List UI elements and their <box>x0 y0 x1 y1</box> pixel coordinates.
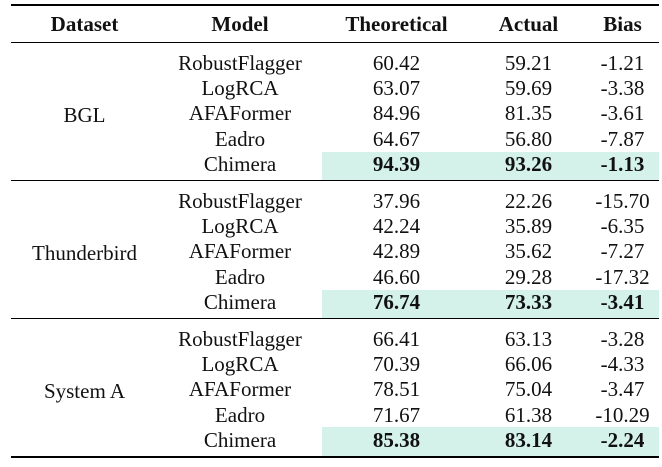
model-cell: AFAFormer <box>188 239 292 264</box>
table-row: Thunderbird RobustFlagger 37.96 22.26 -1… <box>11 180 659 264</box>
bias-cell: -7.87 <box>600 126 645 151</box>
header-actual: Actual <box>498 11 559 36</box>
actual-cell: 29.28 <box>504 264 553 289</box>
theoretical-cell: 78.51 <box>372 377 421 402</box>
bias-cell-best: -2.24 <box>586 427 659 457</box>
table-header: Dataset Model Theoretical Actual Bias <box>11 5 659 43</box>
dataset-label: BGL <box>63 102 106 127</box>
bias-cell: -3.38 <box>600 76 645 101</box>
theoretical-cell: 63.07 <box>372 76 421 101</box>
bias-cell: -6.35 <box>600 214 645 239</box>
bias-cell: -3.28 <box>600 326 645 351</box>
bias-cell-best: -3.41 <box>586 289 659 319</box>
theoretical-cell: 70.39 <box>372 351 421 376</box>
actual-cell: 81.35 <box>504 101 553 126</box>
table-row-highlight: Chimera 76.74 73.33 -3.41 <box>11 289 659 319</box>
header-dataset: Dataset <box>50 11 119 36</box>
model-cell: RobustFlagger <box>178 326 302 351</box>
theoretical-cell: 60.42 <box>372 50 421 75</box>
actual-cell: 59.69 <box>504 76 553 101</box>
actual-cell: 56.80 <box>504 126 553 151</box>
bias-cell: -15.70 <box>595 188 650 213</box>
bias-cell: -3.47 <box>600 377 645 402</box>
model-cell: Chimera <box>203 428 277 453</box>
table-row: Eadro 64.67 56.80 -7.87 <box>11 126 659 151</box>
model-cell: LogRCA <box>201 214 279 239</box>
table-row: LogRCA 63.07 59.69 -3.38 <box>11 75 659 100</box>
theoretical-cell: 42.89 <box>372 239 421 264</box>
table-row: AFAFormer 78.51 75.04 -3.47 <box>11 377 659 402</box>
theoretical-cell: 66.41 <box>372 326 421 351</box>
model-cell: Eadro <box>214 402 266 427</box>
table-row-highlight: Chimera 85.38 83.14 -2.24 <box>11 427 659 457</box>
model-cell: Eadro <box>214 126 266 151</box>
theoretical-cell: 71.67 <box>372 402 421 427</box>
header-bias: Bias <box>603 11 642 36</box>
header-model: Model <box>211 11 269 36</box>
table-row: Eadro 46.60 29.28 -17.32 <box>11 264 659 289</box>
theoretical-cell-best: 94.39 <box>322 151 471 181</box>
bias-cell: -7.27 <box>600 239 645 264</box>
model-cell: Chimera <box>203 152 277 177</box>
model-cell: RobustFlagger <box>178 188 302 213</box>
bias-cell: -10.29 <box>595 402 650 427</box>
results-table: Dataset Model Theoretical Actual Bias BG… <box>11 4 659 458</box>
header-theoretical: Theoretical <box>345 11 448 36</box>
theoretical-cell: 46.60 <box>372 264 421 289</box>
model-cell: RobustFlagger <box>178 50 302 75</box>
group-system-a: System A RobustFlagger 66.41 63.13 -3.28… <box>11 318 659 457</box>
table-row: LogRCA 70.39 66.06 -4.33 <box>11 351 659 376</box>
dataset-label: System A <box>43 378 126 403</box>
table-row-highlight: Chimera 94.39 93.26 -1.13 <box>11 151 659 181</box>
actual-cell: 35.62 <box>504 239 553 264</box>
table-row: LogRCA 42.24 35.89 -6.35 <box>11 213 659 238</box>
theoretical-cell-best: 85.38 <box>322 427 471 457</box>
actual-cell-best: 83.14 <box>471 427 586 457</box>
bias-cell: -17.32 <box>595 264 650 289</box>
actual-cell: 75.04 <box>504 377 553 402</box>
bias-cell: -4.33 <box>600 351 645 376</box>
theoretical-cell-best: 76.74 <box>322 289 471 319</box>
dataset-label: Thunderbird <box>32 240 137 265</box>
table-row: System A RobustFlagger 66.41 63.13 -3.28 <box>11 318 659 402</box>
model-cell: AFAFormer <box>188 377 292 402</box>
bias-cell: -3.61 <box>600 101 645 126</box>
theoretical-cell: 84.96 <box>372 101 421 126</box>
model-cell: AFAFormer <box>188 101 292 126</box>
actual-cell: 61.38 <box>504 402 553 427</box>
model-cell: LogRCA <box>201 76 279 101</box>
theoretical-cell: 37.96 <box>372 188 421 213</box>
theoretical-cell: 64.67 <box>372 126 421 151</box>
actual-cell: 22.26 <box>504 188 553 213</box>
group-bgl: BGL RobustFlagger 60.42 59.21 -1.21 LogR… <box>11 43 659 181</box>
actual-cell: 35.89 <box>504 214 553 239</box>
theoretical-cell: 42.24 <box>372 214 421 239</box>
bias-cell-best: -1.13 <box>586 151 659 181</box>
table-row: AFAFormer 42.89 35.62 -7.27 <box>11 239 659 264</box>
model-cell: Eadro <box>214 264 266 289</box>
group-thunderbird: Thunderbird RobustFlagger 37.96 22.26 -1… <box>11 180 659 319</box>
table-row: AFAFormer 84.96 81.35 -3.61 <box>11 101 659 126</box>
actual-cell: 66.06 <box>504 351 553 376</box>
bias-cell: -1.21 <box>600 50 645 75</box>
table-row: BGL RobustFlagger 60.42 59.21 -1.21 <box>11 43 659 126</box>
actual-cell-best: 73.33 <box>471 289 586 319</box>
actual-cell: 59.21 <box>504 50 553 75</box>
actual-cell: 63.13 <box>504 326 553 351</box>
actual-cell-best: 93.26 <box>471 151 586 181</box>
model-cell: LogRCA <box>201 351 279 376</box>
table-row: Eadro 71.67 61.38 -10.29 <box>11 402 659 427</box>
model-cell: Chimera <box>203 290 277 315</box>
header-row: Dataset Model Theoretical Actual Bias <box>11 5 659 43</box>
